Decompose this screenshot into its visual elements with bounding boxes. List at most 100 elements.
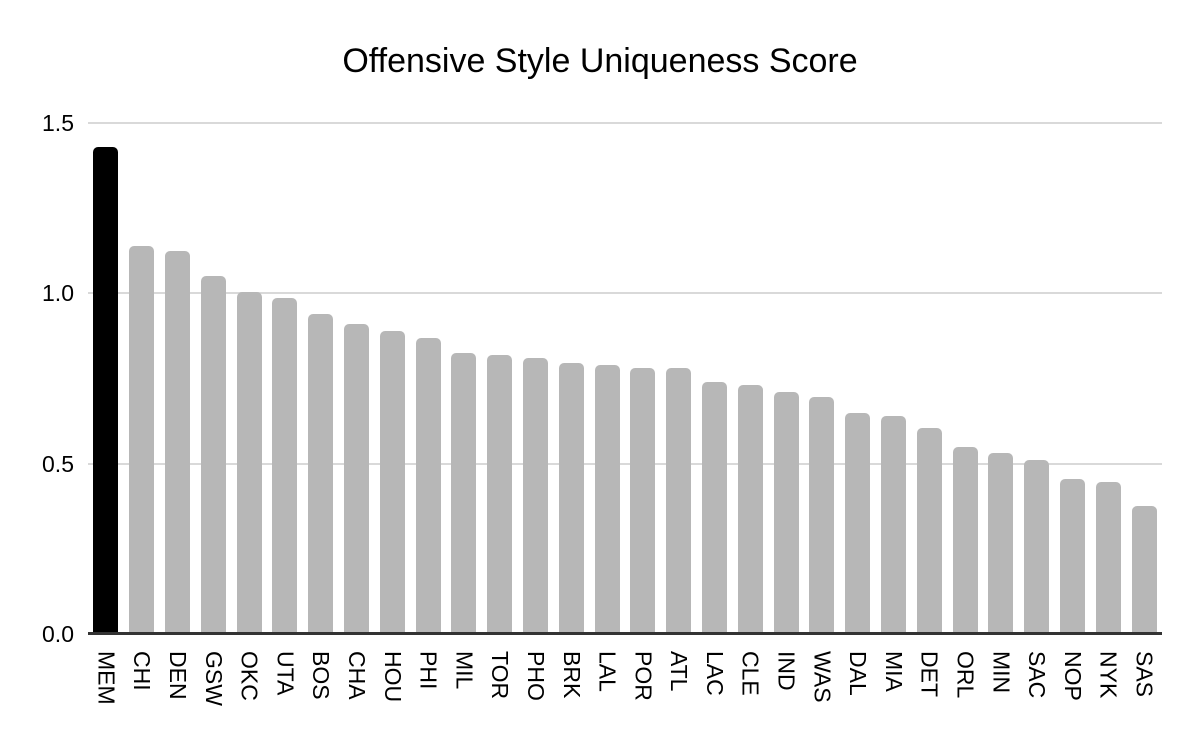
x-tick-label-chi: CHI	[129, 651, 156, 691]
bar-tor	[487, 354, 513, 634]
x-label-slot-lac: LAC	[697, 651, 733, 696]
x-tick-label-min: MIN	[988, 651, 1015, 694]
bar-slot-cha	[339, 123, 375, 634]
bar-slot-bos	[303, 123, 339, 634]
bar-slot-uta	[267, 123, 303, 634]
bar-slot-nyk	[1090, 123, 1126, 634]
bar-slot-pho	[518, 123, 554, 634]
bar-pho	[522, 358, 548, 634]
gridline-0.5	[88, 462, 1162, 465]
bar-slot-okc	[231, 123, 267, 634]
x-tick-label-den: DEN	[164, 651, 191, 700]
bar-slot-por	[625, 123, 661, 634]
x-axis-labels: MEM CHI DEN GSW OKC UTA BOS CHA HOU PHI MIL TOR PHO B…	[88, 651, 1162, 706]
x-tick-label-uta: UTA	[272, 651, 299, 696]
x-tick-label-tor: TOR	[487, 651, 514, 700]
x-tick-label-gsw: GSW	[200, 651, 227, 706]
bar-sas	[1131, 506, 1157, 634]
bar-atl	[666, 368, 692, 634]
bar-slot-brk	[553, 123, 589, 634]
x-tick-label-mia: MIA	[880, 651, 907, 692]
bar-cle	[737, 385, 763, 634]
x-label-slot-det: DET	[911, 651, 947, 697]
chart-title: Offensive Style Uniqueness Score	[342, 42, 858, 80]
x-label-slot-orl: ORL	[947, 651, 983, 698]
bar-slot-atl	[661, 123, 697, 634]
x-tick-label-was: WAS	[809, 651, 836, 703]
x-tick-label-lal: LAL	[594, 651, 621, 692]
bar-slot-nop	[1055, 123, 1091, 634]
bar-bos	[308, 313, 334, 634]
x-tick-label-okc: OKC	[236, 651, 263, 701]
x-tick-label-nyk: NYK	[1095, 651, 1122, 699]
bar-gsw	[200, 276, 226, 634]
bar-slot-hou	[374, 123, 410, 634]
bar-lac	[701, 381, 727, 634]
x-tick-label-phi: PHI	[415, 651, 442, 690]
bar-cha	[343, 324, 369, 634]
bar-slot-det	[911, 123, 947, 634]
bar-mia	[880, 415, 906, 634]
bar-brk	[558, 363, 584, 634]
x-label-slot-chi: CHI	[124, 651, 160, 691]
x-label-slot-was: WAS	[804, 651, 840, 703]
x-label-slot-sas: SAS	[1126, 651, 1162, 697]
bar-slot-lac	[697, 123, 733, 634]
x-tick-label-brk: BRK	[558, 651, 585, 699]
bar-slot-gsw	[195, 123, 231, 634]
x-label-slot-ind: IND	[768, 651, 804, 691]
bar-slot-min	[983, 123, 1019, 634]
bar-orl	[952, 446, 978, 634]
bar-det	[916, 427, 942, 634]
bar-slot-den	[160, 123, 196, 634]
bar-slot-mem	[88, 123, 124, 634]
bar-den	[164, 250, 190, 634]
bar-slot-cle	[732, 123, 768, 634]
bar-uta	[272, 298, 298, 634]
x-tick-label-hou: HOU	[379, 651, 406, 703]
x-label-slot-pho: PHO	[518, 651, 554, 701]
bar-mil	[451, 352, 477, 634]
x-label-slot-sac: SAC	[1019, 651, 1055, 698]
x-tick-label-orl: ORL	[952, 651, 979, 699]
x-label-slot-brk: BRK	[553, 651, 589, 698]
x-tick-label-nop: NOP	[1059, 651, 1086, 701]
x-axis-line	[88, 632, 1162, 635]
y-tick-label-0.0: 0.0	[42, 621, 74, 647]
x-tick-label-bos: BOS	[308, 651, 335, 700]
x-label-slot-okc: OKC	[231, 651, 267, 701]
bar-slot-mil	[446, 123, 482, 634]
bar-okc	[236, 291, 262, 634]
x-tick-label-atl: ATL	[666, 651, 693, 692]
bar-slot-chi	[124, 123, 160, 634]
bar-lal	[594, 364, 620, 634]
x-label-slot-uta: UTA	[267, 651, 303, 695]
bar-mem	[93, 146, 119, 634]
bar-ind	[773, 392, 799, 634]
x-tick-label-lac: LAC	[701, 651, 728, 696]
bar-was	[809, 397, 835, 634]
x-label-slot-den: DEN	[160, 651, 196, 700]
x-label-slot-bos: BOS	[303, 651, 339, 700]
bar-slot-sac	[1019, 123, 1055, 634]
bars-layer	[88, 123, 1162, 634]
x-label-slot-mem: MEM	[88, 651, 124, 705]
bar-nyk	[1095, 482, 1121, 634]
y-tick-label-0.5: 0.5	[42, 450, 74, 477]
x-label-slot-dal: DAL	[840, 651, 876, 696]
bar-min	[988, 453, 1014, 634]
x-label-slot-tor: TOR	[482, 651, 518, 699]
plot-area: 0.0 0.5 1.0 1.5 MEM CHI DEN GSW OKC UTA BOS CHA HOU…	[42, 111, 1162, 706]
x-tick-label-cha: CHA	[343, 651, 370, 700]
x-tick-label-det: DET	[916, 651, 943, 697]
x-label-slot-atl: ATL	[661, 651, 697, 691]
bar-dal	[845, 412, 871, 634]
bar-slot-mia	[876, 123, 912, 634]
x-label-slot-phi: PHI	[410, 651, 446, 689]
x-tick-label-mil: MIL	[451, 651, 478, 690]
bar-nop	[1059, 479, 1085, 634]
x-tick-label-ind: IND	[773, 651, 800, 691]
x-label-slot-lal: LAL	[589, 651, 625, 692]
x-label-slot-nop: NOP	[1055, 651, 1091, 701]
x-label-slot-gsw: GSW	[195, 651, 231, 706]
